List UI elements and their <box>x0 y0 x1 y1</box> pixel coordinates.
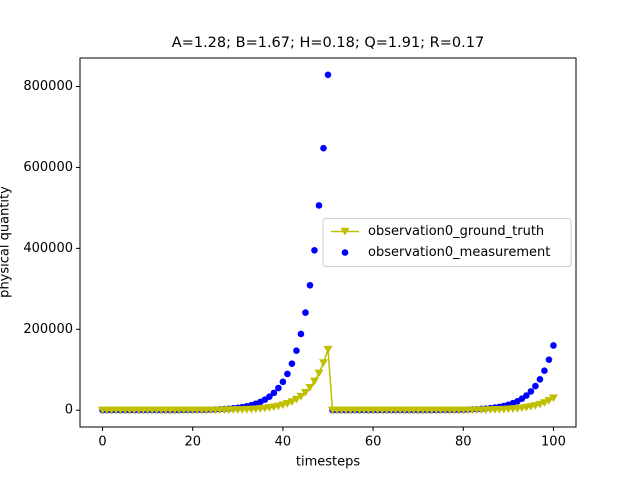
scatter-point <box>523 392 530 399</box>
scatter-point <box>541 367 548 375</box>
x-tick-label: 60 <box>365 435 382 450</box>
scatter-point <box>311 246 318 254</box>
scatter-point <box>306 281 314 289</box>
scatter-point <box>297 330 305 338</box>
line-marker <box>314 369 324 378</box>
scatter-point <box>545 356 553 363</box>
scatter-point <box>550 342 557 349</box>
scatter-point <box>266 393 273 400</box>
line-marker <box>296 392 306 401</box>
legend-label: observation0_measurement <box>368 245 550 260</box>
scatter-point <box>302 309 309 316</box>
x-tick-label: 100 <box>541 435 566 450</box>
y-tick-label: 400000 <box>23 241 73 256</box>
y-tick-label: 200000 <box>23 322 73 337</box>
x-tick-label: 20 <box>184 435 201 450</box>
x-tick-label: 40 <box>275 435 292 450</box>
line-marker <box>291 395 301 404</box>
line-marker <box>305 384 315 392</box>
scatter-point <box>284 370 291 378</box>
scatter-point <box>279 378 287 386</box>
chart-title: A=1.28; B=1.67; H=0.18; Q=1.91; R=0.17 <box>172 35 484 51</box>
plot-frame <box>79 57 577 428</box>
line-marker <box>287 398 297 406</box>
x-tick-label: 0 <box>98 435 106 450</box>
legend-box <box>322 218 572 267</box>
line-marker <box>309 377 319 386</box>
scatter-point <box>275 384 282 392</box>
legend: observation0_ground_truth observation0_me… <box>322 218 572 267</box>
y-tick-label: 800000 <box>23 79 73 94</box>
scatter-point <box>288 360 296 367</box>
legend-label: observation0_ground_truth <box>368 224 544 239</box>
x-axis-label: timesteps <box>296 455 360 470</box>
scatter-point <box>293 347 300 354</box>
scatter-point <box>536 376 544 383</box>
legend-marker <box>341 249 349 256</box>
scatter-point <box>320 144 327 152</box>
line-marker <box>548 394 558 403</box>
line-marker <box>318 359 328 367</box>
legend-marker <box>340 227 350 236</box>
y-tick-label: 600000 <box>23 160 73 175</box>
line-marker <box>539 399 549 407</box>
line-marker <box>323 345 333 354</box>
line-marker <box>300 388 310 397</box>
y-tick-label: 0 <box>65 403 73 418</box>
scatter-point <box>527 388 535 395</box>
scatter-point <box>532 382 539 390</box>
x-tick-label: 80 <box>455 435 472 450</box>
scatter-point <box>315 202 323 209</box>
scatter-point <box>324 71 332 79</box>
y-axis-label: physical quantity <box>0 186 13 298</box>
line-marker <box>544 397 554 405</box>
scatter-point <box>270 389 278 397</box>
